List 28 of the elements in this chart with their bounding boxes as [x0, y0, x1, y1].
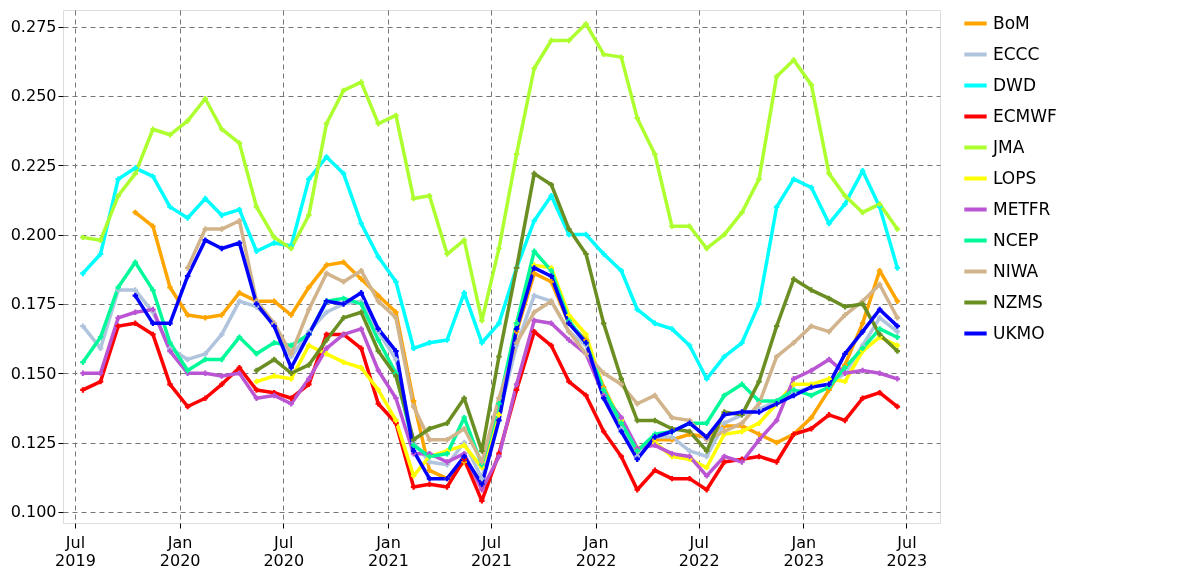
x-tick-label: Jul 2021: [471, 532, 512, 570]
legend-label: NZMS: [993, 291, 1043, 312]
y-tick-label: 0.175: [10, 294, 57, 314]
legend-label: NCEP: [993, 229, 1039, 250]
y-tick-label: 0.225: [10, 155, 57, 175]
y-tick-label: 0.125: [10, 433, 57, 453]
x-tick-label: Jan 2022: [575, 532, 617, 570]
y-tick-label: 0.100: [10, 502, 57, 522]
x-tick-label: Jan 2021: [368, 532, 409, 570]
y-tick-label: 0.275: [10, 17, 57, 37]
legend-label: ECMWF: [993, 105, 1057, 126]
legend-label: LOPS: [993, 167, 1037, 188]
x-tick-label: Jul 2020: [263, 532, 305, 570]
legend-label: BoM: [993, 12, 1030, 33]
x-tick-label: Jan 2023: [783, 532, 825, 570]
legend-label: ECCC: [993, 43, 1040, 64]
y-tick-label: 0.200: [10, 225, 57, 245]
y-tick-label: 0.150: [10, 363, 57, 383]
y-tick-label: 0.250: [10, 86, 57, 106]
x-tick-label: Jul 2019: [55, 532, 96, 570]
legend-label: NIWA: [993, 260, 1039, 281]
legend-label: METFR: [993, 198, 1051, 219]
x-tick-label: Jul 2022: [678, 532, 720, 570]
legend-label: JMA: [992, 136, 1025, 157]
x-tick-label: Jan 2020: [159, 532, 201, 570]
legend-label: DWD: [993, 74, 1036, 95]
x-tick-label: Jul 2023: [886, 532, 928, 570]
legend-label: UKMO: [993, 322, 1045, 343]
